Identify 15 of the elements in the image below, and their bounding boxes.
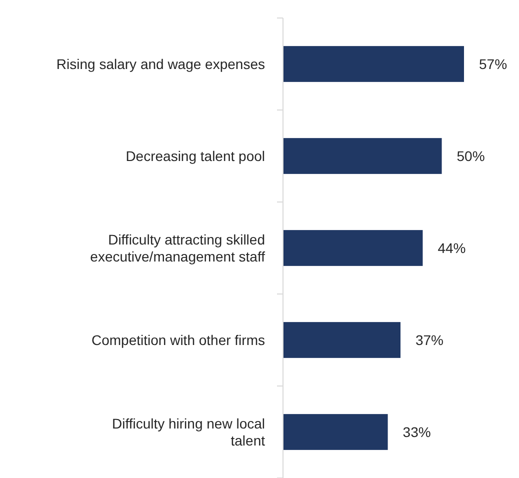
y-tick-label: Rising salary and wage expenses xyxy=(56,56,265,72)
y-tick-label: Difficulty hiring new local talent xyxy=(112,416,266,448)
data-label: 37% xyxy=(415,332,444,348)
data-label: 50% xyxy=(456,148,485,164)
data-label: 33% xyxy=(402,424,431,440)
bar xyxy=(283,230,423,266)
y-tick-label: Difficulty attracting skilled executive/management staff xyxy=(90,232,266,264)
bar xyxy=(283,414,388,450)
bar xyxy=(283,138,442,174)
y-tick-label: Decreasing talent pool xyxy=(126,148,265,164)
bar xyxy=(283,46,464,82)
data-label: 44% xyxy=(438,240,466,256)
bar xyxy=(283,322,400,358)
y-tick-label: Competition with other firms xyxy=(91,332,265,348)
data-label: 57% xyxy=(479,56,508,72)
